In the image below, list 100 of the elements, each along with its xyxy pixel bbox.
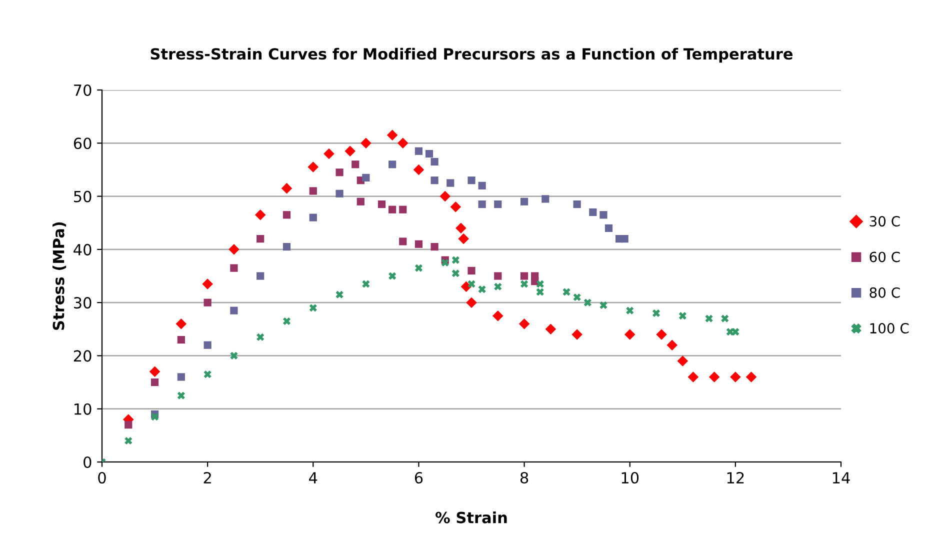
- point: [388, 160, 396, 168]
- point: [705, 314, 713, 322]
- point: [399, 238, 407, 246]
- x-tick-label: 0: [98, 472, 106, 484]
- point: [202, 278, 213, 290]
- y-tick-label: 50: [74, 190, 92, 202]
- point: [282, 242, 291, 251]
- point: [204, 298, 212, 306]
- point: [468, 176, 476, 184]
- point: [573, 200, 581, 208]
- point: [450, 202, 462, 212]
- x-axis-title: % Strain: [436, 512, 507, 524]
- point: [352, 160, 360, 168]
- point: [150, 378, 159, 386]
- point: [460, 281, 472, 292]
- point: [604, 224, 613, 232]
- point: [309, 187, 317, 195]
- y-tick-label: 30: [74, 297, 92, 309]
- point: [282, 211, 291, 219]
- point: [399, 206, 407, 214]
- point: [124, 420, 132, 429]
- point: [600, 211, 608, 219]
- point: [176, 318, 187, 330]
- point: [652, 309, 660, 318]
- point: [336, 168, 344, 176]
- point: [584, 298, 592, 306]
- point: [256, 333, 264, 341]
- point: [124, 436, 132, 445]
- point: [468, 266, 476, 274]
- point: [430, 242, 438, 251]
- x-tick-label: 6: [414, 472, 423, 484]
- point: [388, 206, 396, 214]
- point: [626, 306, 634, 314]
- y-axis-title: Stress (MPa): [52, 222, 66, 330]
- point: [492, 310, 504, 322]
- point: [468, 280, 476, 288]
- point: [360, 138, 372, 149]
- point: [456, 222, 466, 234]
- chart-title: Stress-Strain Curves for Modified Precursors as a Function of Temperature: [150, 48, 793, 63]
- point: [478, 200, 486, 208]
- point: [520, 272, 528, 280]
- point: [204, 370, 212, 378]
- point: [573, 293, 581, 302]
- point: [688, 372, 699, 382]
- point: [256, 234, 264, 243]
- legend-label: 80 C: [870, 287, 900, 298]
- point: [666, 340, 678, 350]
- point: [545, 324, 556, 335]
- point: [386, 130, 398, 141]
- point: [708, 372, 720, 382]
- y-tick-label: 70: [74, 84, 92, 96]
- point: [309, 304, 317, 312]
- point: [230, 352, 238, 360]
- point: [256, 272, 264, 280]
- y-tick-label: 20: [74, 350, 92, 362]
- point: [678, 312, 686, 320]
- point: [494, 282, 502, 290]
- point: [413, 164, 424, 176]
- point: [149, 366, 160, 378]
- x-tick-label: 8: [520, 472, 528, 484]
- point: [562, 288, 570, 296]
- point: [620, 234, 628, 243]
- point: [452, 256, 460, 264]
- point: [542, 195, 550, 203]
- point: [378, 200, 386, 208]
- y-tick-label: 0: [84, 456, 92, 468]
- point: [414, 147, 423, 155]
- point: [336, 190, 344, 198]
- point: [414, 240, 423, 248]
- point: [388, 272, 396, 280]
- point: [230, 264, 238, 272]
- point: [356, 198, 364, 206]
- point: [520, 198, 528, 206]
- point: [446, 179, 454, 187]
- x-tick-label: 12: [727, 472, 744, 484]
- point: [230, 306, 238, 314]
- x-tick-label: 4: [309, 472, 318, 484]
- point: [600, 301, 608, 310]
- point: [177, 373, 185, 381]
- point: [308, 162, 319, 172]
- point: [150, 413, 159, 421]
- point: [677, 356, 688, 366]
- point: [721, 314, 729, 322]
- point: [282, 317, 291, 325]
- x-tick-label: 2: [204, 472, 211, 484]
- y-tick-label: 10: [74, 403, 92, 415]
- point: [536, 280, 544, 288]
- point: [228, 244, 240, 255]
- legend-label: 100 C: [870, 323, 909, 334]
- point: [589, 208, 597, 216]
- point: [398, 138, 408, 149]
- point: [478, 182, 486, 190]
- x-tick-label: 10: [622, 472, 639, 484]
- point: [281, 182, 292, 194]
- point: [478, 285, 486, 294]
- point: [732, 328, 740, 336]
- point: [336, 290, 344, 298]
- point: [254, 210, 266, 220]
- point: [572, 329, 582, 340]
- y-tick-label: 60: [74, 138, 92, 150]
